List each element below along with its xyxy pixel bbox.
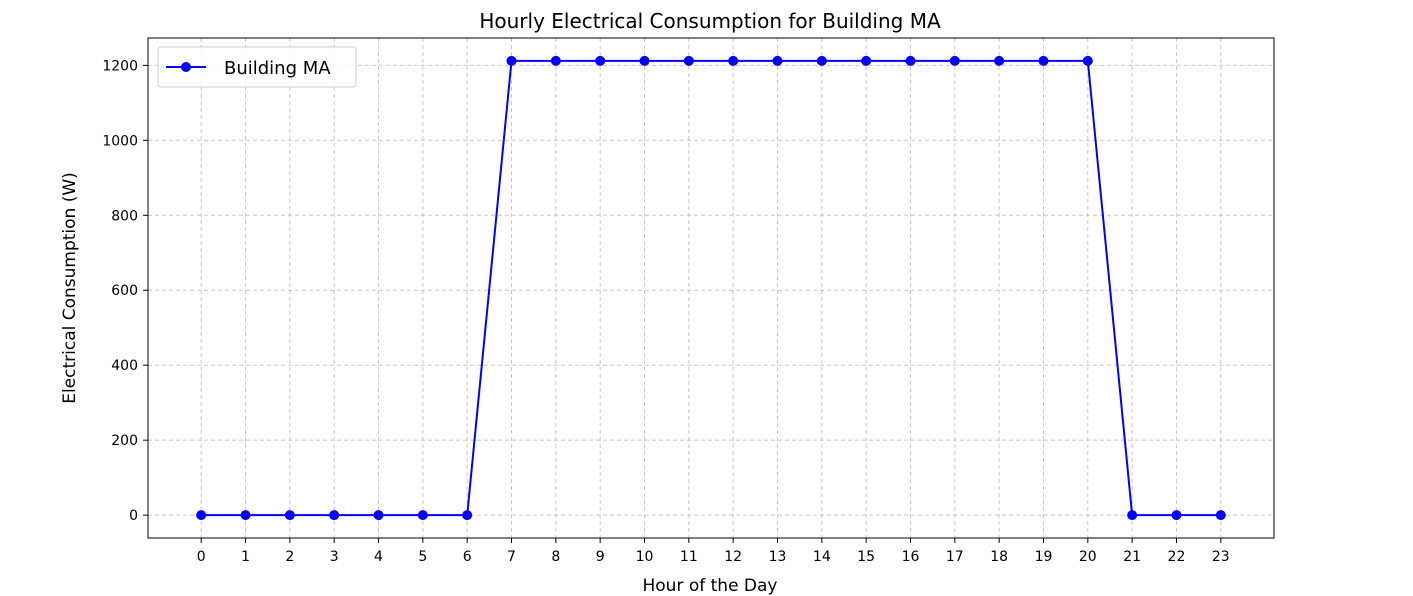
x-tick-label: 0 xyxy=(197,549,206,565)
x-tick-label: 4 xyxy=(374,549,383,565)
data-point xyxy=(1038,55,1049,66)
grid-lines xyxy=(148,38,1274,538)
x-tick-label: 20 xyxy=(1079,549,1097,565)
data-point xyxy=(1082,55,1093,66)
x-tick-label: 16 xyxy=(902,549,920,565)
data-point xyxy=(994,55,1005,66)
y-tick-label: 1000 xyxy=(102,133,138,149)
x-tick-label: 5 xyxy=(418,549,427,565)
y-tick-label: 0 xyxy=(129,508,138,524)
x-tick-label: 7 xyxy=(507,549,516,565)
data-point xyxy=(240,510,251,521)
data-point xyxy=(329,510,340,521)
data-point xyxy=(417,510,428,521)
x-tick-label: 1 xyxy=(241,549,250,565)
x-tick-label: 18 xyxy=(990,549,1008,565)
series-layer xyxy=(196,55,1226,521)
data-point xyxy=(595,55,606,66)
axis-ticks: 0 1 2 3 4 5 6 7 8 9 10 11 12 13 14 15 16 17 18 19 20 21 22 2302… xyxy=(102,58,1229,565)
data-point xyxy=(196,510,207,521)
y-tick-label: 600 xyxy=(111,283,138,299)
data-point xyxy=(905,55,916,66)
x-tick-label: 21 xyxy=(1123,549,1141,565)
series-line-building-ma xyxy=(201,59,1221,517)
data-point xyxy=(816,55,827,66)
data-point xyxy=(1171,510,1182,521)
legend-marker-swatch xyxy=(181,62,191,72)
y-tick-label: 200 xyxy=(111,433,138,449)
data-point xyxy=(462,510,473,521)
x-tick-label: 17 xyxy=(946,549,964,565)
data-point xyxy=(683,55,694,66)
x-tick-label: 23 xyxy=(1212,549,1230,565)
x-tick-label: 3 xyxy=(330,549,339,565)
x-tick-label: 19 xyxy=(1035,549,1053,565)
x-tick-label: 8 xyxy=(551,549,560,565)
x-tick-label: 6 xyxy=(463,549,472,565)
x-tick-label: 12 xyxy=(724,549,742,565)
legend-box xyxy=(157,46,357,88)
x-tick-label: 2 xyxy=(285,549,294,565)
x-tick-label: 14 xyxy=(813,549,831,565)
data-point xyxy=(284,510,295,521)
data-point xyxy=(550,55,561,66)
y-tick-label: 400 xyxy=(111,358,138,374)
legend: Building MA xyxy=(157,46,357,88)
data-point xyxy=(861,55,872,66)
x-tick-label: 22 xyxy=(1168,549,1186,565)
y-axis-label: Electrical Consumption (W) xyxy=(60,172,80,404)
x-tick-label: 9 xyxy=(596,549,605,565)
data-point xyxy=(772,55,783,66)
x-tick-label: 13 xyxy=(769,549,787,565)
data-point xyxy=(506,55,517,66)
x-tick-label: 15 xyxy=(857,549,875,565)
data-point xyxy=(1127,510,1138,521)
x-axis-label: Hour of the Day xyxy=(642,576,777,596)
chart-title: Hourly Electrical Consumption for Buildi… xyxy=(479,9,941,33)
x-tick-label: 10 xyxy=(636,549,654,565)
data-point xyxy=(1215,510,1226,521)
y-tick-label: 800 xyxy=(111,208,138,224)
legend-label-building-ma: Building MA xyxy=(224,58,331,79)
y-tick-label: 1200 xyxy=(102,58,138,74)
data-point xyxy=(728,55,739,66)
plot-area-frame xyxy=(147,37,1275,539)
data-point xyxy=(373,510,384,521)
data-point xyxy=(949,55,960,66)
data-point xyxy=(639,55,650,66)
x-tick-label: 11 xyxy=(680,549,698,565)
